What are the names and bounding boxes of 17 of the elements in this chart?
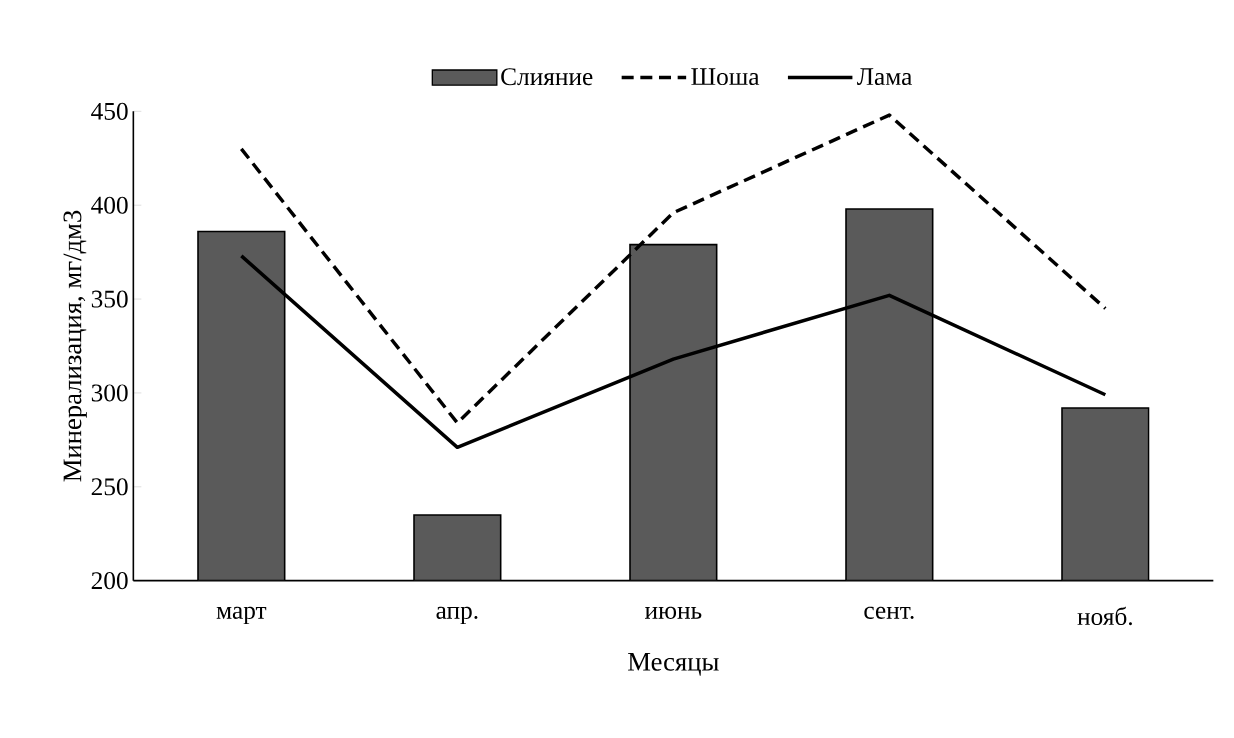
y-tick-label: 200 [91, 572, 128, 590]
y-axis-title: Минерализация, мг/дм3 [63, 210, 87, 482]
x-tick-label: июнь [645, 606, 702, 619]
y-tick-label: 300 [91, 384, 128, 402]
y-tick-label: 350 [91, 290, 128, 308]
x-tick-label: нояб. [1077, 606, 1132, 626]
x-tick-label: сент. [864, 606, 914, 619]
y-tick-label: 400 [91, 196, 128, 214]
legend-label: Слияние [501, 68, 593, 86]
line-series [239, 254, 1108, 450]
x-tick-label: апр. [436, 606, 478, 625]
y-tick-label: 250 [91, 478, 128, 496]
y-tick-label: 450 [91, 102, 128, 120]
legend-label: Шоша [691, 68, 760, 86]
x-axis-title: Месяцы [628, 653, 719, 676]
x-tick-label: март [216, 606, 267, 625]
legend-label: Лама [857, 68, 913, 86]
